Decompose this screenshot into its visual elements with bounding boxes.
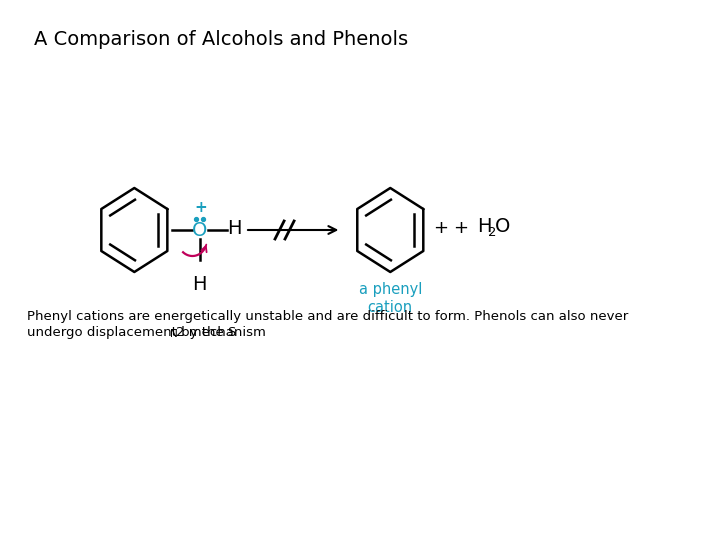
Text: undergo displacement by the S: undergo displacement by the S xyxy=(27,326,237,339)
Text: H: H xyxy=(227,219,241,239)
Text: A Comparison of Alcohols and Phenols: A Comparison of Alcohols and Phenols xyxy=(35,30,409,49)
Text: H: H xyxy=(477,218,492,237)
Text: H: H xyxy=(192,275,207,294)
Text: +: + xyxy=(433,219,449,237)
Text: +: + xyxy=(194,200,207,215)
Text: cation: cation xyxy=(368,300,413,315)
Text: 2 mechanism: 2 mechanism xyxy=(176,326,266,339)
Text: a phenyl: a phenyl xyxy=(359,282,422,297)
Text: N: N xyxy=(170,329,178,339)
Text: O: O xyxy=(192,220,207,240)
Text: +: + xyxy=(454,219,469,237)
Text: 2: 2 xyxy=(488,226,497,239)
Text: O: O xyxy=(495,218,510,237)
Text: Phenyl cations are energetically unstable and are difficult to form. Phenols can: Phenyl cations are energetically unstabl… xyxy=(27,310,629,323)
